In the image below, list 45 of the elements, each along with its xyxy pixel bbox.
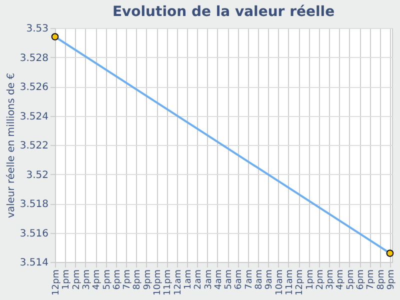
- x-tick-label: 8pm: [376, 270, 386, 290]
- chart-title: Evolution de la valeur réelle: [112, 4, 335, 20]
- x-tick-label: 3am: [204, 270, 214, 290]
- x-tick-label: 2pm: [72, 270, 82, 290]
- y-tick-label: 3.514: [20, 258, 48, 268]
- x-tick-label: 8am: [254, 270, 265, 290]
- x-tick-label: 2am: [194, 270, 204, 290]
- x-tick-label: 10pm: [153, 270, 164, 296]
- x-tick-label: 4pm: [92, 270, 102, 290]
- x-tick-label: 12pm: [52, 270, 62, 296]
- x-tick-label: 9am: [264, 270, 275, 290]
- x-tick-label: 8pm: [132, 270, 143, 290]
- x-tick-label: 1am: [183, 270, 194, 290]
- x-tick-label: 12pm: [295, 270, 306, 296]
- x-tick-label: 11pm: [163, 270, 174, 296]
- x-tick-label: 6pm: [356, 270, 366, 290]
- x-tick-label: 6pm: [112, 270, 122, 290]
- y-axis-title: valeur réelle en millions de €: [6, 72, 17, 218]
- x-tick-label: 9pm: [386, 270, 396, 290]
- x-tick-label: 7pm: [122, 270, 133, 290]
- x-tick-label: 9pm: [142, 270, 153, 290]
- x-tick-label: 5am: [224, 270, 234, 290]
- y-tick-label: 3.522: [20, 140, 48, 152]
- y-tick-label: 3.53: [26, 24, 48, 34]
- x-tick-label: 1pm: [305, 270, 316, 290]
- y-tick-label: 3.524: [20, 111, 48, 122]
- x-tick-label: 3pm: [326, 270, 336, 290]
- y-tick-label: 3.516: [20, 228, 48, 240]
- x-tick-label: 1pm: [62, 270, 72, 290]
- x-tick-label: 5pm: [102, 270, 112, 290]
- y-tick-label: 3.518: [20, 199, 48, 210]
- x-tick-label: 12am: [173, 270, 184, 296]
- x-tick-label: 7pm: [366, 270, 376, 290]
- x-tick-label: 4pm: [336, 270, 346, 290]
- x-tick-label: 3pm: [82, 270, 92, 290]
- y-tick-label: 3.52: [26, 170, 48, 181]
- x-tick-label: 2pm: [315, 270, 326, 290]
- x-tick-label: 10am: [274, 270, 285, 296]
- x-tick-label: 11am: [284, 270, 295, 296]
- y-tick-label: 3.526: [20, 82, 48, 93]
- x-tick-label: 4am: [214, 270, 224, 290]
- x-tick-label: 6am: [234, 270, 244, 290]
- x-tick-label: 5pm: [346, 270, 356, 290]
- y-tick-label: 3.528: [20, 52, 48, 64]
- x-tick-label: 7am: [244, 270, 254, 290]
